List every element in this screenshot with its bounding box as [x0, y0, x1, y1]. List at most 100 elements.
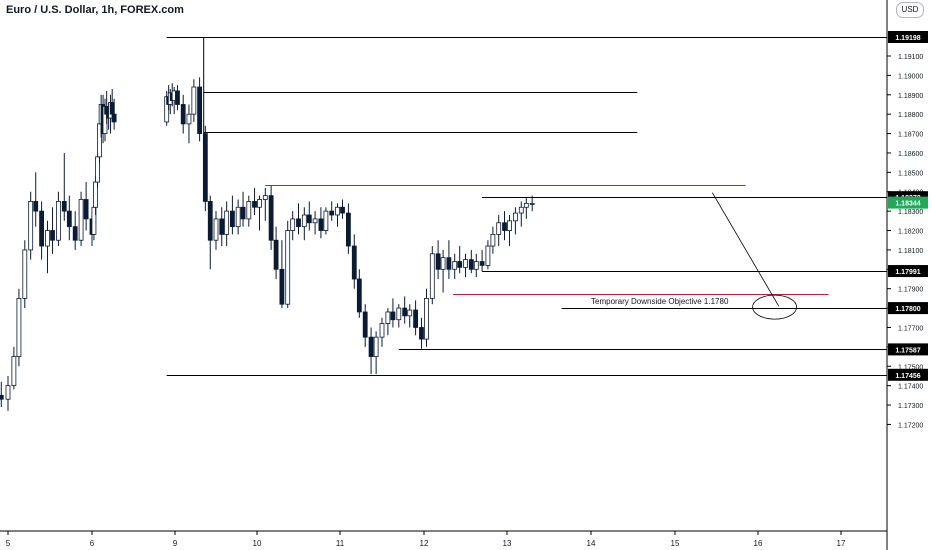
candle-body: [240, 206, 246, 220]
annotation-layer: Temporary Downside Objective 1.1780: [591, 192, 797, 320]
candle-body: [11, 356, 17, 387]
candle-body: [340, 206, 345, 214]
candle-body: [235, 206, 241, 228]
candle-body: [197, 86, 203, 134]
candle-body: [301, 214, 307, 228]
candle-body: [93, 181, 98, 208]
candle-body: [252, 201, 257, 208]
candle-body: [202, 133, 208, 202]
candle-body: [318, 218, 324, 231]
x-tick-label: 5: [6, 539, 11, 548]
candle-body: [529, 202, 535, 205]
candle-body: [109, 102, 115, 115]
price-tags: 1.191981.183721.179911.178001.175871.174…: [888, 31, 928, 381]
candle-body: [180, 104, 186, 125]
candle-body: [435, 253, 441, 270]
currency-button[interactable]: USD: [896, 2, 924, 18]
price-tag-label: 1.19198: [895, 35, 920, 42]
y-tick-label: 1.17400: [898, 384, 923, 391]
candle-body: [502, 222, 507, 231]
target-ellipse: [752, 294, 797, 320]
candle-body: [219, 218, 225, 235]
annotation-text: Temporary Downside Objective 1.1780: [591, 297, 729, 306]
y-tick-label: 1.18900: [898, 93, 923, 100]
candle-body: [446, 257, 452, 270]
candle-body: [78, 199, 84, 241]
candle-body: [83, 199, 89, 220]
x-tick-label: 17: [837, 539, 846, 548]
candle-body: [490, 234, 496, 247]
candle-body: [50, 230, 55, 241]
candle-body: [523, 202, 529, 208]
candle-body: [407, 309, 413, 317]
x-tick-label: 10: [253, 539, 262, 548]
candle-body: [33, 201, 39, 212]
candle-body: [191, 86, 197, 115]
candle-body: [257, 199, 262, 208]
candle-body: [186, 113, 192, 125]
price-tag-box: [888, 265, 928, 278]
candle-body: [0, 394, 4, 400]
y-tick-label: 1.18100: [898, 248, 923, 255]
candle-body: [419, 327, 424, 340]
candle-body: [479, 261, 485, 266]
candle-body: [95, 156, 100, 183]
candle-body: [45, 230, 50, 247]
candle-body: [268, 195, 274, 241]
x-tick-label: 6: [90, 539, 95, 548]
candle-body: [224, 210, 230, 235]
candle-body: [296, 218, 301, 228]
y-tick-label: 1.19000: [898, 73, 923, 80]
candle-body: [356, 278, 362, 313]
candle-body: [175, 90, 180, 105]
candle-body: [485, 245, 491, 266]
candle-body: [285, 230, 291, 305]
candle-body: [440, 257, 446, 270]
y-tick-label: 1.19100: [898, 54, 923, 61]
candle-body: [111, 113, 117, 123]
candle-body: [335, 206, 340, 216]
candle-body: [306, 214, 312, 224]
price-tag-box: [888, 368, 928, 381]
candle-body: [507, 220, 512, 231]
y-tick-label: 1.17900: [898, 287, 923, 294]
x-tick-label: 16: [754, 539, 763, 548]
candle-body: [273, 239, 279, 270]
candle-body: [279, 268, 285, 305]
candle-body: [323, 210, 329, 231]
candle-body: [424, 297, 429, 340]
candle-body: [373, 336, 379, 357]
y-tick-label: 1.17200: [898, 422, 923, 429]
candle-body: [56, 201, 61, 241]
candle-body: [229, 210, 235, 228]
x-tick-label: 11: [336, 539, 345, 548]
price-tag-label: 1.17456: [895, 373, 920, 380]
y-tick-label: 1.18200: [898, 229, 923, 236]
last-price-label: 1.18344: [895, 201, 920, 208]
candle-body: [452, 261, 458, 270]
x-tick-label: 13: [503, 539, 512, 548]
candle-body: [351, 245, 357, 280]
candle-body: [379, 323, 385, 338]
candle-body: [104, 106, 110, 115]
candle-body: [513, 212, 518, 222]
price-tag-box: [888, 31, 928, 43]
y-tick-label: 1.18500: [898, 170, 923, 177]
y-tick-label: 1.18700: [898, 132, 923, 139]
candle-body: [262, 195, 268, 200]
candle-body: [402, 307, 408, 317]
candle-body: [39, 210, 44, 247]
candle-body: [207, 201, 213, 241]
candle-body: [345, 212, 351, 247]
candle-body: [66, 210, 72, 228]
candle-body: [468, 259, 474, 270]
candle-body: [61, 201, 67, 212]
price-tag-label: 1.17991: [895, 269, 920, 276]
candle-body: [72, 226, 78, 241]
candle-body: [413, 309, 419, 328]
price-tag-box: [888, 302, 928, 315]
candle-body: [473, 261, 479, 270]
x-tick-label: 14: [587, 539, 596, 548]
candle-body: [362, 311, 368, 338]
